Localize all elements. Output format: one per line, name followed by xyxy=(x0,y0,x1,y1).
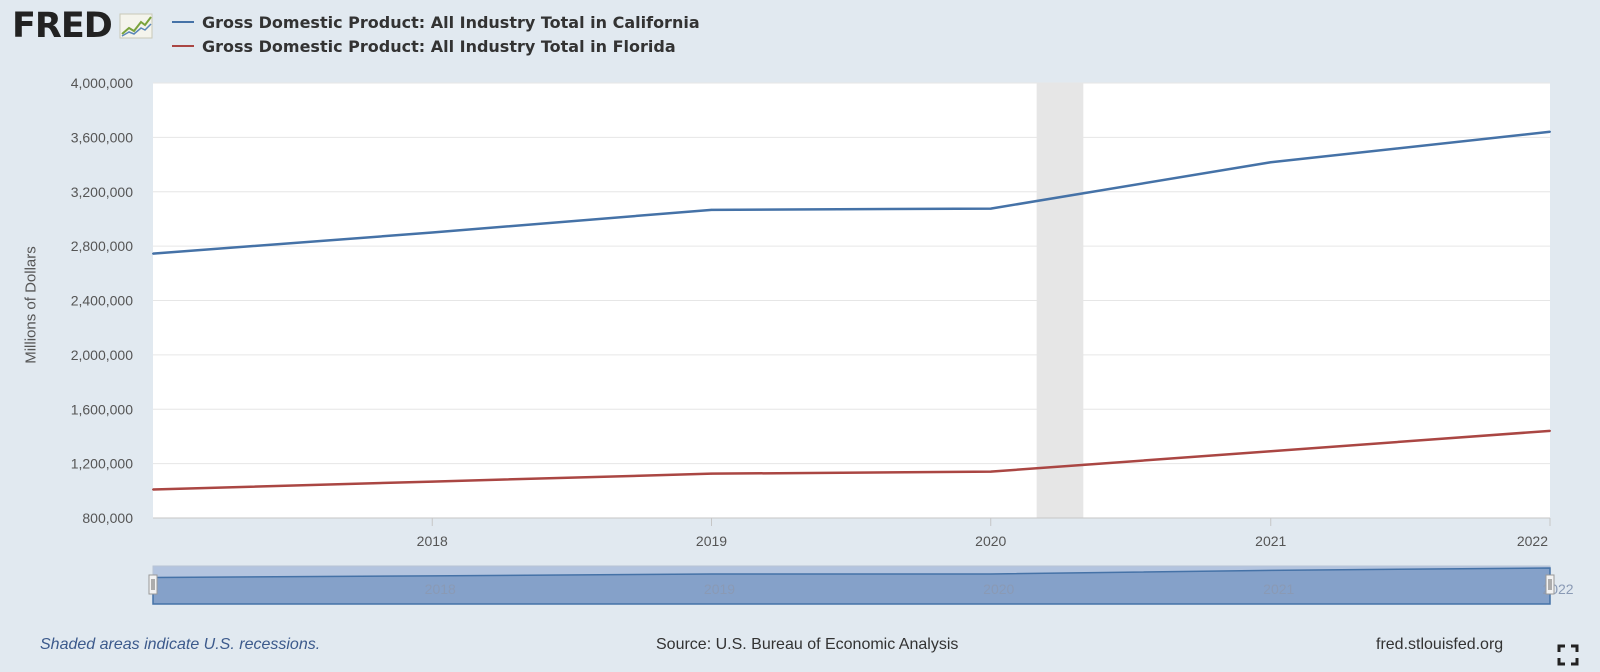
series-1-point-4 xyxy=(1269,450,1272,453)
series-1-point-3 xyxy=(989,470,992,473)
legend-item-california[interactable]: Gross Domestic Product: All Industry Tot… xyxy=(172,12,700,34)
fred-logo[interactable]: FRED xyxy=(12,6,162,50)
series-0-point-2 xyxy=(710,208,713,211)
legend-item-florida[interactable]: Gross Domestic Product: All Industry Tot… xyxy=(172,36,676,58)
y-tick-label-3: 2,000,000 xyxy=(71,347,133,363)
y-tick-label-0: 800,000 xyxy=(82,510,133,526)
series-1-point-5 xyxy=(1549,429,1551,432)
x-tick-label-2019: 2019 xyxy=(696,533,727,549)
series-line-0 xyxy=(152,130,1551,255)
y-tick-label-1: 1,200,000 xyxy=(71,456,133,472)
series-1-point-0 xyxy=(152,488,154,491)
series-0-point-3 xyxy=(989,207,992,210)
site-url[interactable]: fred.stlouisfed.org xyxy=(1376,636,1504,653)
navigator-label-2020: 2020 xyxy=(983,581,1014,597)
x-tick-label-2020: 2020 xyxy=(975,533,1006,549)
fullscreen-icon[interactable] xyxy=(1557,644,1579,666)
navigator-handle-right[interactable] xyxy=(1545,574,1555,595)
y-tick-label-6: 3,200,000 xyxy=(71,184,133,200)
y-tick-label-5: 2,800,000 xyxy=(71,238,133,254)
navigator-label-2019: 2019 xyxy=(704,581,735,597)
y-tick-label-4: 2,400,000 xyxy=(71,293,133,309)
y-tick-label-2: 1,600,000 xyxy=(71,401,133,417)
y-tick-label-7: 3,600,000 xyxy=(71,129,133,145)
navigator-handle-left[interactable] xyxy=(148,574,158,595)
fred-logo-text: FRED xyxy=(12,6,113,46)
recession-note: Shaded areas indicate U.S. recessions. xyxy=(40,636,321,653)
legend-label-florida: Gross Domestic Product: All Industry Tot… xyxy=(202,37,676,56)
series-0-point-4 xyxy=(1269,161,1272,164)
navigator-label-2018: 2018 xyxy=(425,581,456,597)
source-note: Source: U.S. Bureau of Economic Analysis xyxy=(656,636,959,653)
series-line-1 xyxy=(152,429,1551,491)
series-1-point-1 xyxy=(431,480,434,483)
gdp-line-chart: 800,000 1,200,000 1,600,000 2,000,000 2,400,… xyxy=(71,75,1574,605)
x-tick-label-2022: 2022 xyxy=(1517,533,1548,549)
x-tick-label-2021: 2021 xyxy=(1255,533,1286,549)
series-0-point-1 xyxy=(431,231,434,234)
handle-body xyxy=(148,574,158,595)
legend-label-california: Gross Domestic Product: All Industry Tot… xyxy=(202,13,700,32)
series-1 xyxy=(152,429,1551,491)
legend-swatch-california xyxy=(172,20,194,23)
x-tick-label-2018: 2018 xyxy=(417,533,448,549)
line-graph-icon xyxy=(119,13,153,39)
legend-swatch-florida xyxy=(172,44,194,47)
navigator-label-2021: 2021 xyxy=(1263,581,1294,597)
handle-body xyxy=(1545,574,1555,595)
series-0 xyxy=(152,130,1551,255)
y-tick-label-8: 4,000,000 xyxy=(71,75,133,91)
series-0-point-5 xyxy=(1549,130,1551,133)
series-1-point-2 xyxy=(710,472,713,475)
series-0-point-0 xyxy=(152,252,154,255)
